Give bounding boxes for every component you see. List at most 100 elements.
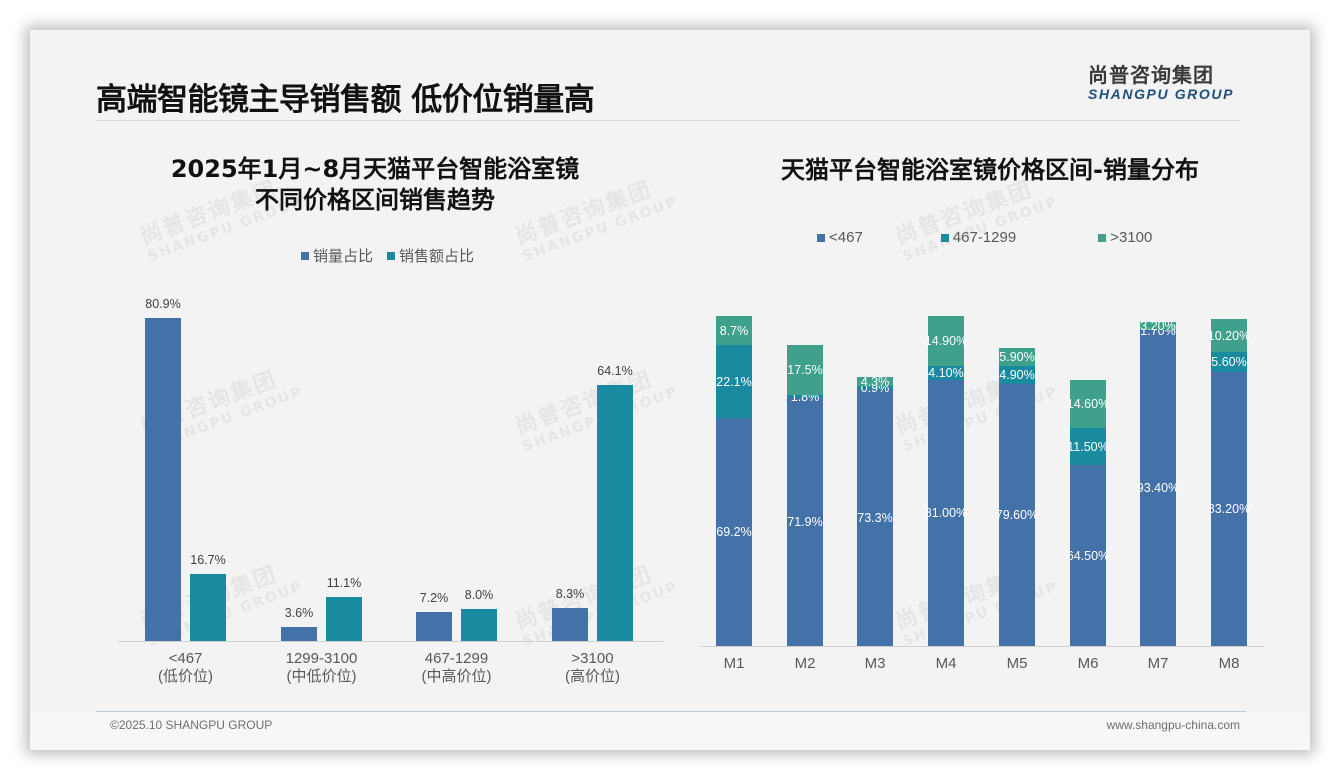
x-category-label: >3100 (高价位) <box>565 650 620 685</box>
footer <box>30 712 1310 750</box>
x-month-label: M3 <box>864 655 886 672</box>
segment-value-label: 10.20% <box>1207 328 1251 343</box>
legend-swatch-blue <box>817 233 825 242</box>
segment-value-label: 81.00% <box>924 506 968 520</box>
x-month-label: M7 <box>1147 655 1169 672</box>
legend-swatch-teal <box>940 233 949 242</box>
footer-website: www.shangpu-china.com <box>1106 718 1240 732</box>
bar-segment-high: 14.60% <box>1067 380 1109 428</box>
bar-segment-high: 8.7% <box>716 316 752 345</box>
bar-value-label: 8.3% <box>555 587 585 601</box>
bar-volume <box>281 627 317 641</box>
bar-segment-mid: 22.1% <box>716 345 752 418</box>
segment-value-label: 79.60% <box>995 508 1039 522</box>
left-chart-legend: 销量占比 销售额占比 <box>301 245 474 266</box>
bar-segment-low: 69.2% <box>716 418 752 646</box>
legend-swatch-green <box>1098 233 1107 242</box>
bar-segment-low: 64.50% <box>1067 465 1109 646</box>
bar-value-label: 7.2% <box>419 591 449 605</box>
bar-segment-high: 4.3% <box>857 375 893 389</box>
segment-value-label: 73.3% <box>857 510 893 525</box>
bar-value-label: 64.1% <box>597 364 633 378</box>
bar-segment-low: 93.40% <box>1137 330 1179 646</box>
x-month-label: M5 <box>1006 655 1028 672</box>
bar-segment-mid: 11.50% <box>1067 428 1109 465</box>
bar-segment-mid: 4.90% <box>999 366 1035 384</box>
legend-item-low: <467 <box>817 229 863 246</box>
bar-segment-mid: 4.10% <box>928 366 964 380</box>
left-chart-title-line2: 不同价格区间销售趋势 <box>255 186 495 214</box>
x-month-label: M6 <box>1077 655 1099 672</box>
segment-value-label: 64.50% <box>1066 548 1110 563</box>
footer-copyright: ©2025.10 SHANGPU GROUP <box>110 718 273 732</box>
segment-value-label: 14.90% <box>924 334 968 348</box>
x-month-label: M4 <box>935 655 957 672</box>
title-divider <box>96 120 1240 121</box>
bar-revenue <box>461 609 497 641</box>
legend-item-high: >3100 <box>1098 229 1152 246</box>
bar-segment-low: 71.9% <box>787 398 823 646</box>
bar-value-label: 16.7% <box>190 553 226 567</box>
legend-item-mid: 467-1299 <box>940 229 1016 246</box>
legend-item-sales-revenue: 销售额占比 <box>387 245 474 266</box>
right-chart-title: 天猫平台智能浴室镜价格区间-销量分布 <box>781 156 1199 184</box>
legend-item-sales-volume: 销量占比 <box>301 245 373 266</box>
segment-value-label: 11.50% <box>1067 439 1109 454</box>
page-title: 高端智能镜主导销售额 低价位销量高 <box>96 82 595 118</box>
bar-segment-high: 5.90% <box>999 348 1035 366</box>
segment-value-label: 83.20% <box>1207 502 1251 516</box>
segment-value-label: 4.10% <box>928 366 964 380</box>
bar-segment-high: 14.90% <box>925 316 967 366</box>
segment-value-label: 22.1% <box>716 374 752 389</box>
bar-segment-low: 81.00% <box>925 380 967 646</box>
right-chart-legend: <467 467-1299 >3100 <box>817 229 1152 246</box>
x-month-label: M2 <box>794 655 816 672</box>
x-month-label: M8 <box>1218 655 1240 672</box>
bar-value-label: 80.9% <box>145 297 181 311</box>
stacked-bar-m8: 83.20% 5.60% 10.20% <box>1208 319 1250 646</box>
bar-value-label: 11.1% <box>326 576 362 590</box>
bar-segment-low: 83.20% <box>1208 372 1250 646</box>
company-logo: 尚普咨询集团 SHANGPU GROUP <box>1088 64 1240 102</box>
segment-value-label: 5.90% <box>999 350 1035 364</box>
segment-value-label: 3.20% <box>1140 319 1176 333</box>
segment-value-label: 14.60% <box>1066 397 1110 411</box>
bar-segment-low: 79.60% <box>996 384 1038 646</box>
stacked-bar-m6: 64.50% 11.50% 14.60% <box>1067 380 1109 646</box>
bar-volume <box>552 608 588 641</box>
bar-volume <box>145 318 181 641</box>
segment-value-label: 93.40% <box>1136 481 1180 495</box>
bar-segment-low: 73.3% <box>857 389 893 646</box>
bar-value-label: 3.6% <box>284 606 314 620</box>
bar-segment-high: 3.20% <box>1140 319 1176 333</box>
left-chart-title-line1: 2025年1月~8月天猫平台智能浴室镜 <box>170 155 580 183</box>
segment-value-label: 8.7% <box>719 323 749 338</box>
x-month-label: M1 <box>723 655 745 672</box>
left-chart-title: 2025年1月~8月天猫平台智能浴室镜 不同价格区间销售趋势 <box>120 154 630 216</box>
bar-revenue <box>190 574 226 641</box>
bar-segment-high: 17.5% <box>787 345 823 395</box>
segment-value-label: 71.9% <box>787 515 823 529</box>
bar-revenue <box>597 385 633 641</box>
right-chart-x-axis <box>700 646 1264 647</box>
stacked-bar-m7: 93.40% 1.70% 3.20% <box>1137 319 1179 646</box>
logo-en-text: SHANGPU GROUP <box>1088 86 1235 102</box>
footer-divider <box>96 711 1246 712</box>
segment-value-label: 4.3% <box>860 374 890 389</box>
stacked-bar-m1: 69.2% 22.1% 8.7% <box>716 316 752 646</box>
slide <box>30 30 1310 750</box>
legend-swatch-blue <box>301 251 309 260</box>
bar-segment-high: 10.20% <box>1208 319 1250 352</box>
stacked-bar-m4: 81.00% 4.10% 14.90% <box>925 316 967 646</box>
segment-value-label: 5.60% <box>1211 355 1247 369</box>
x-category-label: 467-1299 (中高价位) <box>421 650 492 685</box>
bar-segment-mid: 1.8% <box>787 390 823 404</box>
bar-segment-mid: 5.60% <box>1211 352 1247 372</box>
logo-cn-text: 尚普咨询集团 <box>1088 63 1214 87</box>
stacked-bar-m3: 73.3% 0.9% 4.3% <box>857 375 893 646</box>
legend-swatch-teal <box>387 251 396 260</box>
bar-volume <box>416 612 452 641</box>
x-category-label: <467 (低价位) <box>158 650 213 685</box>
segment-value-label: 4.90% <box>999 368 1035 382</box>
bar-value-label: 8.0% <box>464 588 494 602</box>
